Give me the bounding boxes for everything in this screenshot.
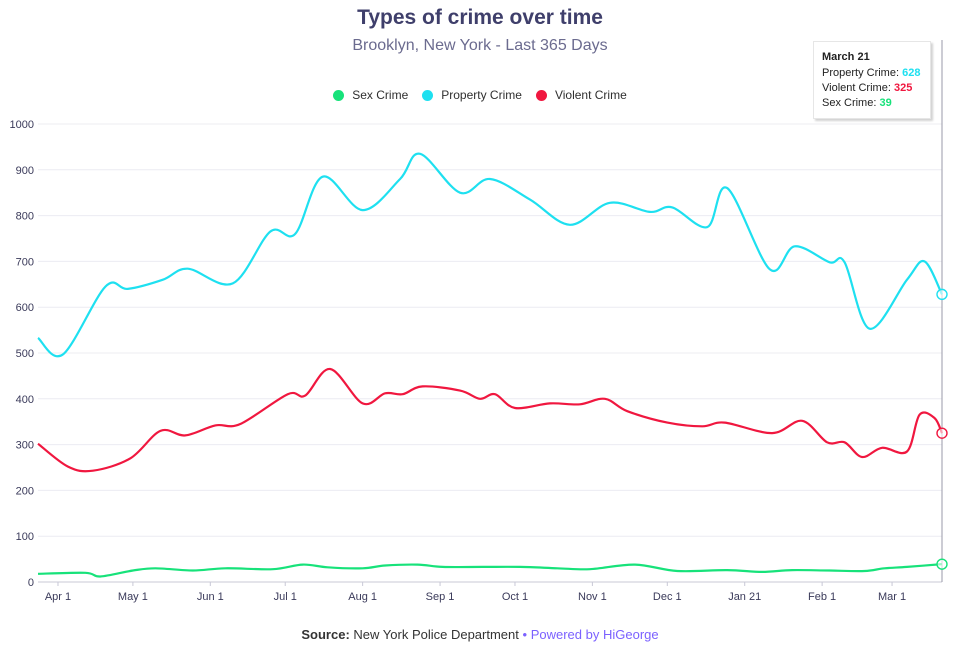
tooltip-row-violent: Violent Crime: 325 [822, 81, 922, 96]
legend-label: Sex Crime [352, 88, 409, 102]
hover-marker-property-crime [936, 288, 948, 301]
series-line-sex-crime [37, 563, 943, 578]
y-tick-label: 300 [16, 440, 34, 452]
x-tick-label: May 1 [118, 591, 148, 603]
powered-by-link[interactable]: Powered by HiGeorge [530, 627, 659, 642]
x-tick-label: Sep 1 [426, 591, 455, 603]
tooltip-value: 39 [879, 97, 892, 109]
source-label: Source: [301, 627, 350, 642]
legend-item-sex-crime[interactable]: Sex Crime [333, 88, 408, 102]
y-tick-label: 0 [28, 577, 34, 589]
hover-marker-violent-crime [936, 427, 948, 439]
legend-label: Property Crime [441, 88, 522, 102]
tooltip-value: 628 [902, 67, 921, 79]
x-tick-label: Feb 1 [808, 591, 836, 603]
legend-marker-sex-crime [333, 89, 345, 101]
tooltip-value: 325 [893, 82, 913, 94]
legend-label: Violent Crime [554, 88, 627, 102]
y-tick-label: 100 [16, 531, 34, 543]
chart-title: Types of crime over time [357, 6, 603, 29]
x-tick-label: Jun 1 [197, 591, 224, 603]
chart-footer: Source: New York Police Department • Pow… [0, 627, 960, 642]
y-tick-label: 600 [16, 302, 34, 314]
y-tick-label: 200 [16, 485, 34, 497]
source-text: New York Police Department [353, 627, 519, 642]
tooltip-date: March 21 [822, 51, 870, 63]
x-tick-label: Aug 1 [348, 591, 377, 603]
hover-marker-sex-crime [936, 558, 948, 570]
y-tick-label: 800 [16, 211, 34, 223]
legend-item-property-crime[interactable]: Property Crime [422, 88, 522, 102]
tooltip-label: Property Crime: [822, 67, 900, 79]
tooltip-row-property: Property Crime: 628 [822, 66, 922, 81]
y-tick-label: 900 [16, 165, 34, 177]
legend-marker-property-crime [422, 89, 434, 101]
x-tick-label: Jul 1 [274, 591, 297, 603]
tooltip-label: Sex Crime: [822, 97, 877, 109]
series-line-violent-crime [37, 367, 944, 473]
y-tick-label: 500 [16, 348, 34, 360]
legend-item-violent-crime[interactable]: Violent Crime [535, 88, 627, 102]
series-line-property-crime [37, 152, 943, 358]
tooltip-row-sex: Sex Crime: 39 [822, 96, 922, 111]
y-tick-label: 1000 [10, 119, 34, 131]
footer-separator: • [522, 627, 528, 642]
tooltip-label: Violent Crime: [822, 82, 891, 94]
chart-subtitle: Brooklyn, New York - Last 365 Days [352, 37, 608, 54]
y-tick-label: 400 [16, 394, 34, 406]
x-tick-label: Nov 1 [578, 591, 607, 603]
chart-legend: Sex Crime Property Crime Violent Crime [0, 88, 960, 102]
x-tick-label: Apr 1 [45, 591, 71, 603]
x-tick-label: Jan 21 [728, 591, 761, 603]
x-tick-label: Oct 1 [502, 591, 528, 603]
x-tick-label: Mar 1 [878, 591, 906, 603]
legend-marker-violent-crime [535, 89, 547, 101]
y-tick-label: 700 [16, 256, 34, 268]
x-tick-label: Dec 1 [653, 591, 682, 603]
hover-tooltip: March 21 Property Crime: 628 Violent Cri… [813, 41, 931, 119]
